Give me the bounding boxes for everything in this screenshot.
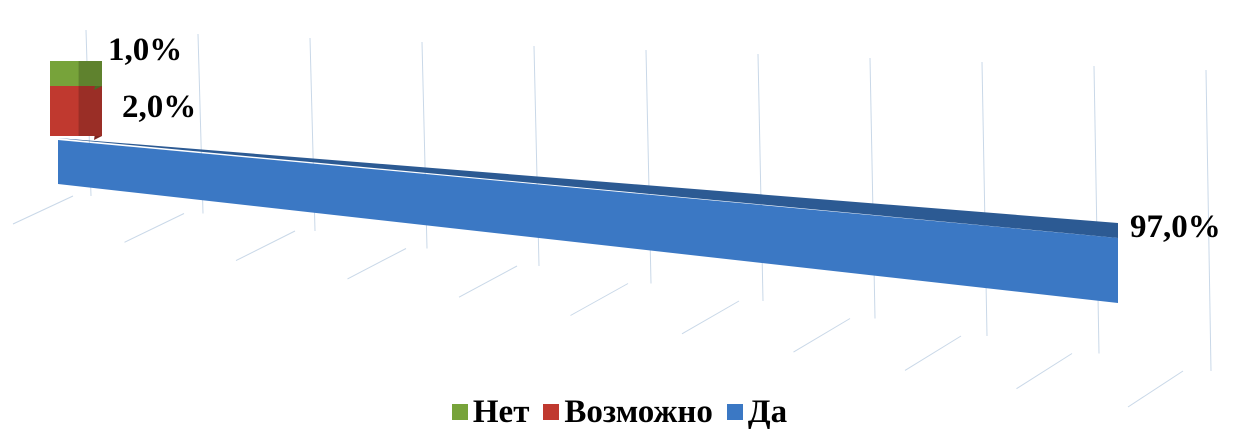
bar-da [58, 140, 1118, 303]
legend-item-0: Нет [451, 393, 530, 431]
bars [50, 61, 1118, 303]
gridline-floor [793, 318, 851, 353]
gridline-wall [1093, 65, 1100, 354]
legend-swatch [451, 404, 468, 420]
gridline-floor [1016, 353, 1073, 390]
gridline-wall [1205, 69, 1212, 372]
legend-item-1: Возможно [543, 393, 713, 431]
legend: Нет Возможно Да [0, 392, 1239, 432]
gridline-floor [124, 213, 185, 243]
gridline-wall [981, 61, 988, 337]
gridline-wall [869, 57, 876, 319]
gridline-floor [458, 265, 518, 298]
gridline-floor [570, 283, 629, 316]
data-label-2: 97,0% [1130, 209, 1221, 245]
legend-swatch [726, 404, 743, 420]
gridline-floor [347, 248, 407, 280]
bar-shade [78, 61, 102, 86]
data-label-1: 2,0% [122, 89, 196, 125]
gridline-floor [681, 300, 740, 335]
data-labels: 1,0% 2,0% 97,0% [108, 32, 1221, 245]
legend-label: Возможно [564, 393, 713, 430]
bar-shade [78, 86, 102, 136]
gridline-floor [1127, 370, 1184, 408]
legend-label: Нет [472, 393, 530, 430]
legend-swatch [543, 404, 560, 420]
data-label-0: 1,0% [108, 32, 182, 68]
gridline-wall [757, 53, 764, 302]
legend-item-2: Да [726, 393, 788, 431]
gridline-floor [12, 195, 74, 225]
bar-top-da [58, 138, 1118, 238]
gridline-floor [904, 335, 962, 371]
legend-label: Да [747, 393, 788, 430]
gridline-floor [235, 230, 296, 262]
